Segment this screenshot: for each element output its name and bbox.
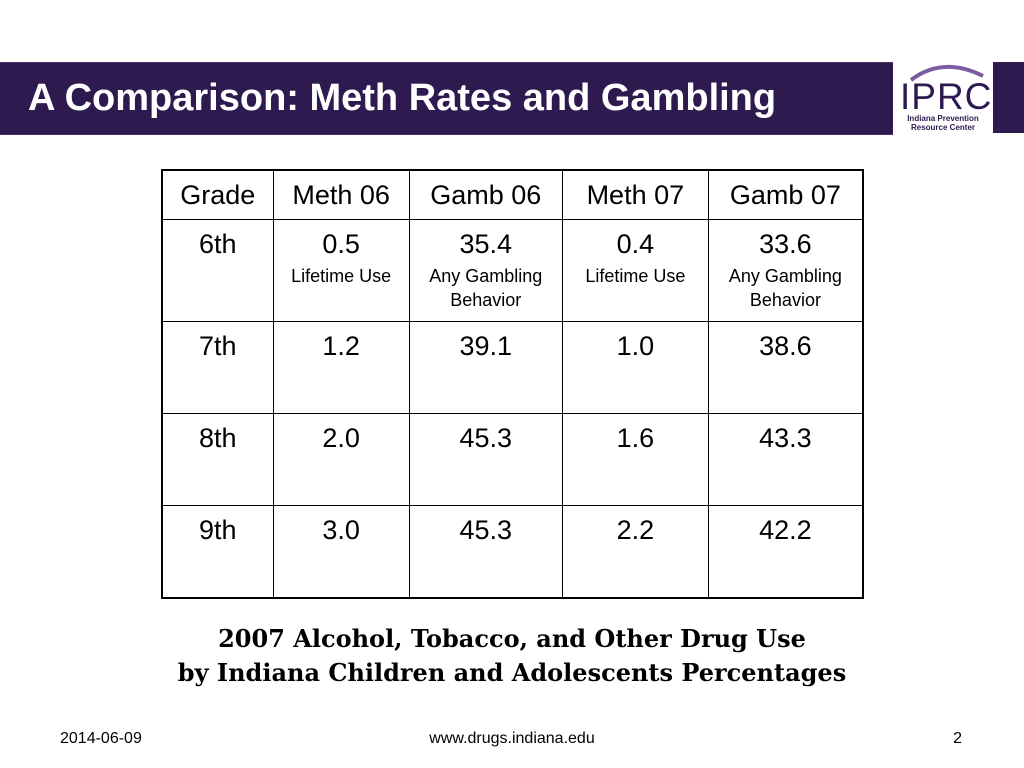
grade-value: 7th (199, 331, 237, 361)
meth06-value: 3.0 (322, 515, 360, 545)
table-row: 7th 1.2 39.1 1.0 38.6 (161, 321, 864, 414)
logo-wordmark: IPRC (900, 76, 993, 117)
meth07-value: 1.0 (616, 331, 655, 361)
gamb07-value: 38.6 (759, 331, 812, 361)
meth06-value: 2.0 (322, 423, 360, 453)
slide-title: A Comparison: Meth Rates and Gambling (28, 77, 777, 119)
meth06-cell: 3.0 (272, 505, 410, 599)
table-row: 9th 3.0 45.3 2.2 42.2 (161, 505, 864, 599)
meth06-value: 0.5 (322, 229, 360, 259)
header-gamb06: Gamb 06 (408, 169, 563, 220)
gamb06-cell: 35.4 Any Gambling Behavior (408, 219, 563, 322)
meth07-note: Lifetime Use (585, 266, 686, 286)
meth06-value: 1.2 (322, 331, 360, 361)
comparison-table: Grade Meth 06 Gamb 06 Meth 07 Gamb 07 6t… (161, 169, 864, 599)
table-row: 6th 0.5 Lifetime Use 35.4 Any Gambling B… (161, 219, 864, 322)
gamb07-cell: 42.2 (707, 505, 864, 599)
meth07-cell: 1.0 (561, 321, 709, 414)
footer-url: www.drugs.indiana.edu (429, 730, 595, 747)
grade-value: 6th (199, 229, 237, 259)
gamb07-value: 42.2 (759, 515, 812, 545)
meth07-cell: 2.2 (561, 505, 709, 599)
title-bar: A Comparison: Meth Rates and Gambling (0, 62, 893, 135)
gamb06-value: 45.3 (459, 515, 513, 545)
header-meth07: Meth 07 (561, 169, 709, 220)
grade-value: 8th (199, 423, 237, 453)
caption-line1: 2007 Alcohol, Tobacco, and Other Drug Us… (218, 624, 806, 653)
meth06-cell: 2.0 (272, 413, 410, 506)
grade-value: 9th (199, 515, 237, 545)
gamb07-note: Any Gambling Behavior (728, 266, 842, 310)
meth07-value: 1.6 (616, 423, 655, 453)
meth06-cell: 0.5 Lifetime Use (272, 219, 410, 322)
meth07-cell: 0.4 Lifetime Use (561, 219, 709, 322)
table-row: 8th 2.0 45.3 1.6 43.3 (161, 413, 864, 506)
iprc-logo: IPRC Indiana Prevention Resource Center (893, 58, 993, 138)
gamb06-note: Any Gambling Behavior (429, 266, 543, 310)
grade-cell: 7th (161, 321, 274, 414)
grade-cell: 6th (161, 219, 274, 322)
table-header-row: Grade Meth 06 Gamb 06 Meth 07 Gamb 07 (161, 169, 864, 220)
logo-subtitle-line2: Resource Center (910, 123, 976, 132)
meth07-value: 2.2 (616, 515, 655, 545)
header-gamb07: Gamb 07 (707, 169, 864, 220)
gamb06-value: 35.4 (459, 229, 513, 259)
gamb07-cell: 43.3 (707, 413, 864, 506)
gamb06-value: 45.3 (459, 423, 513, 453)
meth06-note: Lifetime Use (291, 266, 392, 286)
title-bar-end (993, 62, 1024, 133)
footer-date: 2014-06-09 (60, 730, 142, 747)
footer-page-number: 2 (953, 730, 962, 747)
header-meth06: Meth 06 (272, 169, 410, 220)
meth06-cell: 1.2 (272, 321, 410, 414)
grade-cell: 8th (161, 413, 274, 506)
meth07-value: 0.4 (616, 229, 655, 259)
gamb07-cell: 33.6 Any Gambling Behavior (707, 219, 864, 322)
logo-subtitle-line1: Indiana Prevention (907, 114, 979, 123)
gamb06-cell: 45.3 (408, 505, 563, 599)
gamb06-cell: 39.1 (408, 321, 563, 414)
meth07-cell: 1.6 (561, 413, 709, 506)
header-grade: Grade (161, 169, 274, 220)
gamb06-value: 39.1 (459, 331, 513, 361)
grade-cell: 9th (161, 505, 274, 599)
gamb07-value: 33.6 (759, 229, 812, 259)
logo-arc-icon (909, 64, 984, 82)
caption-line2: by Indiana Children and Adolescents Perc… (177, 658, 847, 687)
gamb07-value: 43.3 (759, 423, 812, 453)
gamb07-cell: 38.6 (707, 321, 864, 414)
logo-subtitle: Indiana Prevention Resource Center (893, 114, 993, 132)
gamb06-cell: 45.3 (408, 413, 563, 506)
table-caption: 2007 Alcohol, Tobacco, and Other Drug Us… (0, 622, 1024, 690)
